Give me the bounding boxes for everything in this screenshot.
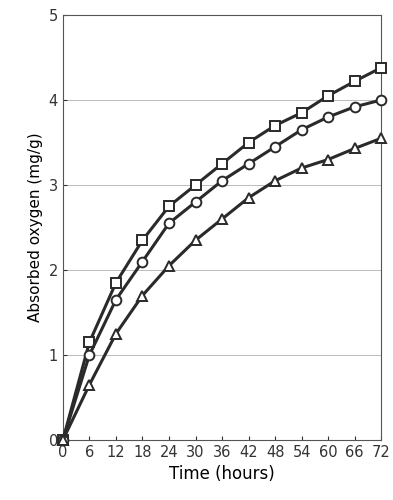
Y-axis label: Absorbed oxygen (mg/g): Absorbed oxygen (mg/g) xyxy=(28,132,43,322)
X-axis label: Time (hours): Time (hours) xyxy=(169,466,275,483)
